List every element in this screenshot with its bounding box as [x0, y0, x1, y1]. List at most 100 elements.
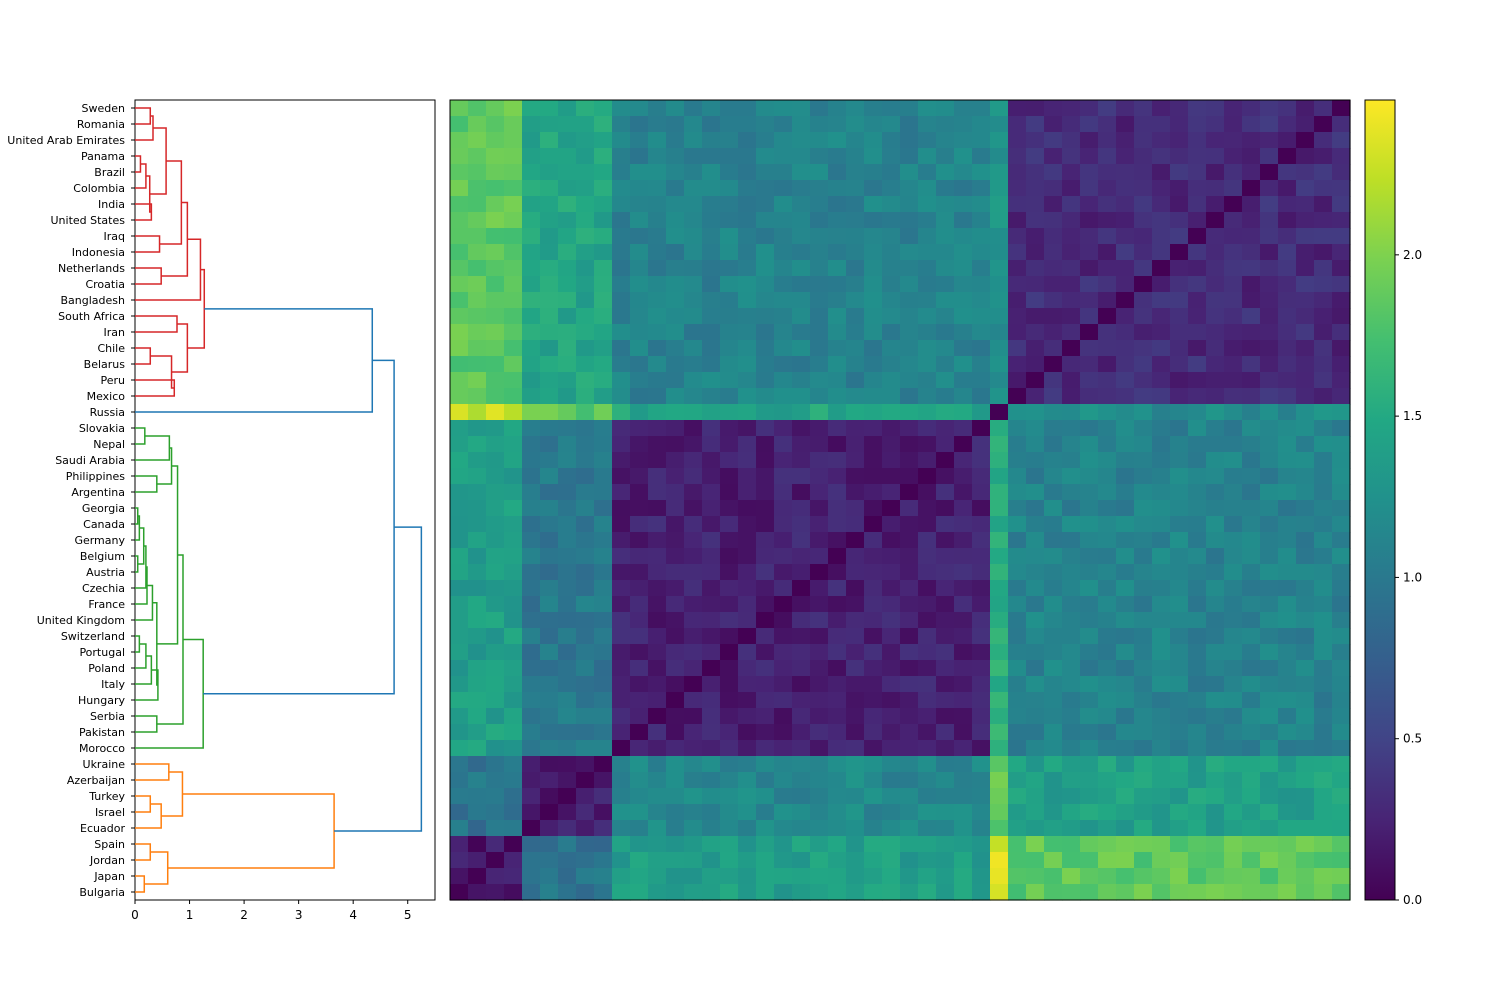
- heatmap-cell: [1296, 292, 1315, 309]
- heatmap-cell: [1008, 276, 1027, 293]
- heatmap-cell: [936, 452, 955, 469]
- heatmap-cell: [936, 692, 955, 709]
- heatmap-cell: [702, 436, 721, 453]
- heatmap-cell: [1008, 612, 1027, 629]
- heatmap-cell: [720, 836, 739, 853]
- heatmap-cell: [1134, 852, 1153, 869]
- heatmap-cell: [486, 356, 505, 373]
- heatmap-cell: [630, 196, 649, 213]
- heatmap-cell: [1296, 308, 1315, 325]
- heatmap-cell: [918, 516, 937, 533]
- heatmap-cell: [1008, 164, 1027, 181]
- heatmap-cell: [864, 100, 883, 117]
- leaf-label-turkey: Turkey: [88, 790, 125, 803]
- heatmap-cell: [612, 180, 631, 197]
- heatmap-cell: [936, 868, 955, 885]
- heatmap-cell: [612, 404, 631, 421]
- heatmap-cell: [1062, 756, 1081, 773]
- heatmap-cell: [1314, 852, 1333, 869]
- heatmap-cell: [1152, 564, 1171, 581]
- heatmap-cell: [846, 244, 865, 261]
- heatmap-cell: [1206, 628, 1225, 645]
- heatmap-cell: [1062, 116, 1081, 133]
- heatmap-cell: [1314, 436, 1333, 453]
- heatmap-cell: [738, 420, 757, 437]
- heatmap-cell: [792, 692, 811, 709]
- heatmap-cell: [576, 644, 595, 661]
- heatmap-cell: [1224, 852, 1243, 869]
- heatmap-cell: [1206, 580, 1225, 597]
- heatmap-cell: [882, 420, 901, 437]
- heatmap-cell: [1260, 580, 1279, 597]
- heatmap-cell: [936, 228, 955, 245]
- heatmap-cell: [756, 708, 775, 725]
- heatmap-cell: [630, 596, 649, 613]
- heatmap-cell: [954, 372, 973, 389]
- heatmap-cell: [936, 372, 955, 389]
- heatmap-cell: [666, 724, 685, 741]
- heatmap-cell: [522, 164, 541, 181]
- heatmap-cell: [936, 724, 955, 741]
- heatmap-cell: [954, 260, 973, 277]
- heatmap-cell: [1170, 772, 1189, 789]
- heatmap-cell: [1188, 276, 1207, 293]
- heatmap-cell: [486, 388, 505, 405]
- heatmap-cell: [774, 292, 793, 309]
- heatmap-cell: [1224, 660, 1243, 677]
- heatmap-cell: [1134, 772, 1153, 789]
- heatmap-cell: [828, 724, 847, 741]
- heatmap-cell: [918, 532, 937, 549]
- heatmap-cell: [684, 340, 703, 357]
- heatmap-cell: [594, 180, 613, 197]
- heatmap-cell: [648, 724, 667, 741]
- heatmap-cell: [882, 244, 901, 261]
- heatmap-cell: [810, 388, 829, 405]
- heatmap-cell: [1062, 132, 1081, 149]
- heatmap-cell: [1206, 756, 1225, 773]
- heatmap-cell: [1026, 708, 1045, 725]
- heatmap-cell: [864, 340, 883, 357]
- heatmap-cell: [1206, 148, 1225, 165]
- dendrogram-link-36: [156, 465, 179, 645]
- heatmap-cell: [468, 500, 487, 517]
- heatmap-cell: [486, 260, 505, 277]
- heatmap-cell: [630, 116, 649, 133]
- heatmap-cell: [828, 852, 847, 869]
- heatmap-cell: [1296, 836, 1315, 853]
- heatmap-cell: [756, 612, 775, 629]
- heatmap-cell: [1206, 132, 1225, 149]
- heatmap-cell: [810, 660, 829, 677]
- heatmap-cell: [522, 132, 541, 149]
- heatmap-cell: [684, 644, 703, 661]
- heatmap-cell: [504, 452, 523, 469]
- leaf-label-switzerland: Switzerland: [61, 630, 125, 643]
- heatmap-cell: [972, 244, 991, 261]
- heatmap-cell: [864, 628, 883, 645]
- heatmap-cell: [936, 820, 955, 837]
- heatmap-cell: [540, 724, 559, 741]
- heatmap-cell: [540, 852, 559, 869]
- heatmap-cell: [1296, 132, 1315, 149]
- heatmap-cell: [1026, 532, 1045, 549]
- heatmap-cell: [594, 228, 613, 245]
- heatmap-cell: [972, 516, 991, 533]
- heatmap-cell: [1026, 228, 1045, 245]
- heatmap-cell: [1224, 580, 1243, 597]
- heatmap-cell: [1242, 596, 1261, 613]
- heatmap-cell: [648, 452, 667, 469]
- heatmap-cell: [1134, 644, 1153, 661]
- heatmap-cell: [864, 308, 883, 325]
- heatmap-cell: [1098, 852, 1117, 869]
- heatmap-cell: [738, 676, 757, 693]
- heatmap-cell: [630, 468, 649, 485]
- heatmap-cell: [648, 404, 667, 421]
- heatmap-cell: [684, 660, 703, 677]
- heatmap-cell: [972, 164, 991, 181]
- heatmap-cell: [828, 740, 847, 757]
- heatmap-cell: [1206, 516, 1225, 533]
- heatmap-cell: [1314, 868, 1333, 885]
- heatmap-cell: [612, 468, 631, 485]
- heatmap-cell: [1188, 420, 1207, 437]
- heatmap-cell: [558, 244, 577, 261]
- heatmap-cell: [1260, 516, 1279, 533]
